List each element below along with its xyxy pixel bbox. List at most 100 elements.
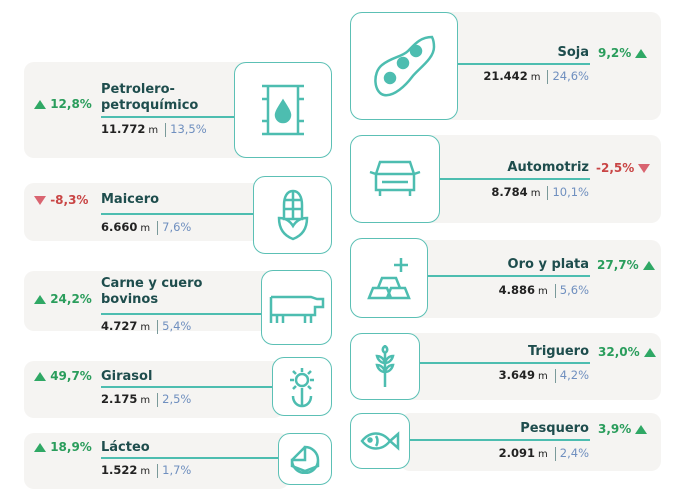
change-value: 18,9% [50, 440, 92, 454]
change-percent: 3,9% [598, 422, 648, 436]
label-line: petroquímico [101, 98, 199, 113]
unit: m [530, 72, 541, 83]
triangle-up-icon [635, 49, 648, 58]
sunflower-icon [272, 357, 332, 416]
change-value: -8,3% [50, 193, 89, 207]
value-row: 6.660 m 7,6% [101, 220, 191, 235]
triangle-up-icon [642, 261, 655, 270]
unit: m [140, 322, 151, 333]
divider [101, 457, 279, 459]
share-percent: 24,6% [552, 69, 589, 83]
soybean-icon [350, 12, 458, 120]
sector-card-lacteo [24, 433, 289, 489]
sector-card-petrolero [24, 62, 264, 158]
change-value: 27,7% [597, 258, 639, 272]
sector-card-oro-plata [400, 240, 661, 318]
value-row: 1.522 m 1,7% [101, 463, 191, 478]
unit: m [538, 286, 548, 297]
divider [101, 213, 254, 215]
change-percent: 18,9% [34, 440, 92, 454]
share-percent: 1,7% [162, 463, 192, 477]
sector-label: Lácteo [101, 440, 150, 455]
label-line: Carne y cuero [101, 276, 203, 291]
share-percent: 4,2% [559, 368, 589, 382]
unit: m [140, 466, 151, 477]
sector-label: Automotriz [507, 160, 589, 175]
change-percent: 49,7% [34, 369, 92, 383]
cheese-icon [278, 433, 332, 485]
value-row: 4.886 m 5,6% [499, 283, 589, 298]
value-row: 8.784 m 10,1% [491, 185, 589, 200]
change-value: 32,0% [598, 345, 640, 359]
gold-bars-icon [350, 238, 428, 318]
fish-icon [350, 413, 410, 469]
change-value: 24,2% [50, 292, 92, 306]
change-percent: 32,0% [598, 345, 656, 359]
value-row: 2.091 m 2,4% [499, 446, 589, 461]
unit: m [140, 223, 151, 234]
sector-card-maicero [24, 183, 284, 241]
value-row: 21.442 m 24,6% [483, 69, 589, 84]
sector-card-pesquero [400, 413, 661, 471]
change-value: 49,7% [50, 369, 92, 383]
divider [410, 439, 590, 441]
export-value: 3.649 [498, 368, 536, 382]
export-value: 8.784 [491, 185, 528, 199]
sector-label: Girasol [101, 369, 153, 384]
value-row: 3.649 m 4,2% [499, 368, 589, 383]
car-icon [350, 135, 440, 223]
divider [458, 63, 590, 65]
sector-card-triguero [400, 333, 661, 400]
sector-label: Pesquero [520, 421, 589, 436]
share-percent: 13,5% [170, 122, 207, 136]
export-value: 2.091 [498, 446, 536, 460]
label-line: Petrolero- [101, 82, 175, 97]
share-percent: 2,4% [559, 446, 589, 460]
change-percent: 9,2% [598, 46, 648, 60]
divider [101, 386, 273, 388]
share-percent: 7,6% [162, 220, 192, 234]
export-value: 4.727 [101, 319, 138, 333]
share-percent: 2,5% [162, 392, 192, 406]
triangle-down-icon [638, 164, 651, 173]
change-percent: 27,7% [597, 258, 655, 272]
triangle-up-icon [34, 295, 46, 304]
export-value: 4.886 [498, 283, 536, 297]
change-percent: 24,2% [34, 292, 92, 306]
sector-card-carne [24, 271, 284, 331]
cow-icon [261, 270, 332, 345]
divider [101, 116, 236, 118]
share-percent: 5,6% [559, 283, 589, 297]
change-value: -2,5% [596, 161, 635, 175]
value-row: 11.772 m 13,5% [101, 122, 207, 137]
triangle-up-icon [34, 372, 46, 381]
sector-label: Triguero [527, 344, 589, 359]
export-value: 1.522 [101, 463, 138, 477]
oil-barrel-icon [234, 62, 332, 158]
change-value: 9,2% [598, 46, 632, 60]
change-value: 3,9% [598, 422, 632, 436]
value-row: 4.727 m 5,4% [101, 319, 191, 334]
unit: m [538, 449, 548, 460]
export-value: 2.175 [101, 392, 138, 406]
change-percent: 12,8% [34, 97, 92, 111]
unit: m [140, 395, 151, 406]
value-row: 2.175 m 2,5% [101, 392, 191, 407]
triangle-down-icon [34, 196, 46, 205]
triangle-up-icon [643, 348, 656, 357]
unit: m [148, 125, 159, 136]
unit: m [538, 371, 548, 382]
triangle-up-icon [635, 425, 648, 434]
export-value: 11.772 [101, 122, 146, 136]
share-percent: 10,1% [552, 185, 589, 199]
sector-label: Oro y plata [507, 257, 589, 272]
sector-label: Maicero [101, 192, 160, 207]
change-value: 12,8% [50, 97, 92, 111]
wheat-icon [350, 333, 420, 400]
divider [428, 275, 590, 277]
sector-label: Soja [557, 45, 589, 60]
sector-label: Carne y cuero bovinos [101, 276, 202, 308]
sector-card-girasol [24, 361, 284, 418]
change-percent: -2,5% [596, 161, 651, 175]
share-percent: 5,4% [162, 319, 192, 333]
